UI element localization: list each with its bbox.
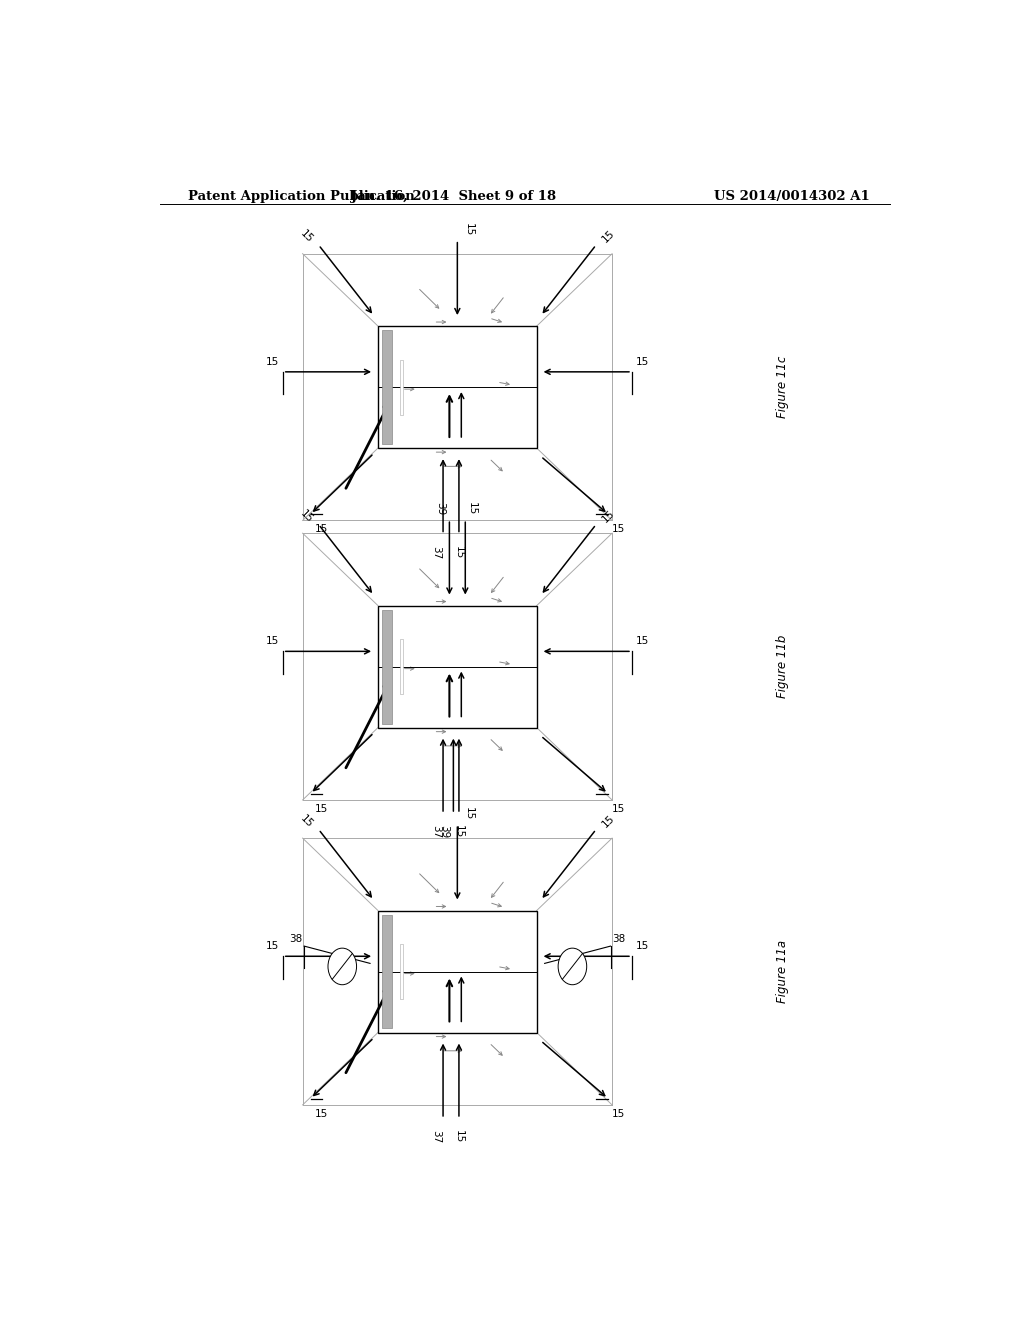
Text: 15: 15 (298, 228, 314, 246)
Text: 37: 37 (431, 545, 441, 558)
Bar (382, 610, 392, 723)
Text: 39: 39 (439, 825, 450, 838)
Text: 39: 39 (435, 503, 445, 516)
Bar (400, 359, 403, 414)
Text: 37: 37 (431, 825, 441, 838)
Text: 15: 15 (454, 1130, 464, 1143)
Text: US 2014/0014302 A1: US 2014/0014302 A1 (715, 190, 870, 203)
Text: Figure 11a: Figure 11a (776, 940, 790, 1003)
Text: 15: 15 (464, 808, 474, 821)
Text: 15: 15 (636, 941, 649, 952)
Text: 15: 15 (314, 524, 328, 535)
Text: 15: 15 (265, 356, 279, 367)
Text: 15: 15 (600, 508, 616, 524)
Bar (382, 915, 392, 1028)
Text: 15: 15 (298, 508, 314, 524)
Text: Jan. 16, 2014  Sheet 9 of 18: Jan. 16, 2014 Sheet 9 of 18 (351, 190, 556, 203)
Bar (400, 944, 403, 999)
Bar (400, 639, 403, 694)
Text: 15: 15 (636, 356, 649, 367)
Bar (378, 326, 537, 447)
Text: 15: 15 (464, 223, 474, 236)
Text: 15: 15 (454, 825, 464, 838)
Bar (378, 911, 537, 1032)
Text: Patent Application Publication: Patent Application Publication (187, 190, 415, 203)
Text: 15: 15 (265, 941, 279, 952)
Bar (382, 330, 392, 444)
Text: 15: 15 (612, 1109, 626, 1119)
Text: 15: 15 (600, 813, 616, 829)
Text: Figure 11b: Figure 11b (776, 635, 790, 698)
Text: 15: 15 (265, 636, 279, 647)
Circle shape (328, 948, 356, 985)
Text: 15: 15 (298, 813, 314, 829)
Text: 15: 15 (454, 545, 464, 558)
Text: 15: 15 (314, 804, 328, 814)
Text: 15: 15 (636, 636, 649, 647)
Text: 38: 38 (612, 935, 626, 944)
Text: 37: 37 (431, 1130, 441, 1143)
Bar (378, 606, 537, 727)
Text: Figure 11c: Figure 11c (776, 356, 790, 418)
Text: 15: 15 (467, 503, 477, 516)
Text: 15: 15 (612, 804, 626, 814)
Circle shape (558, 948, 587, 985)
Text: 15: 15 (612, 524, 626, 535)
Text: 15: 15 (600, 228, 616, 246)
Text: 38: 38 (290, 935, 303, 944)
Text: 15: 15 (314, 1109, 328, 1119)
